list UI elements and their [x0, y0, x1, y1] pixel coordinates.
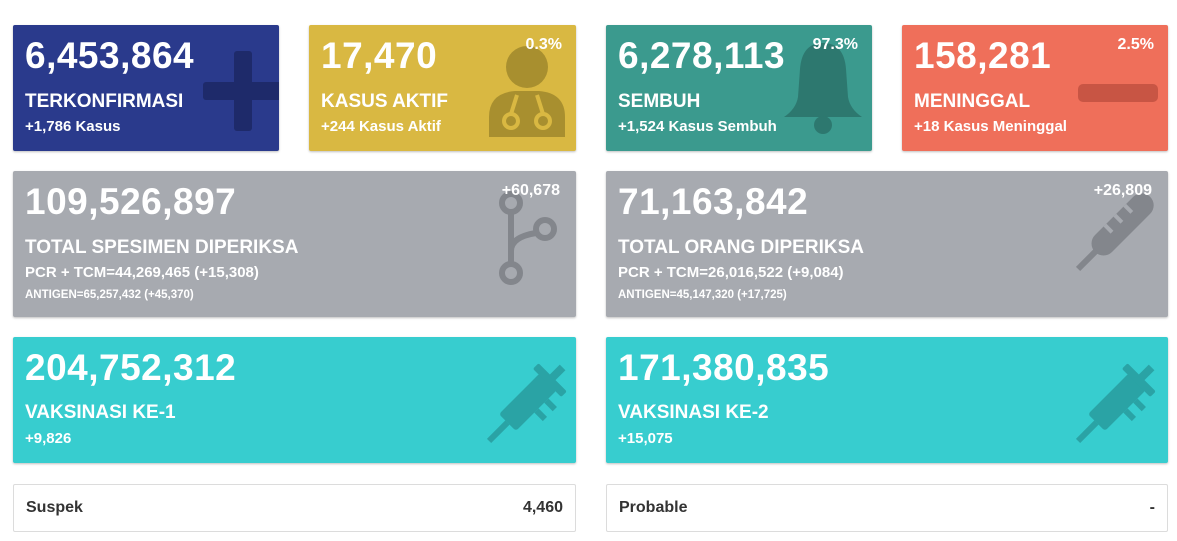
- recovered-percent: 97.3%: [812, 36, 858, 53]
- suspek-row: Suspek 4,460: [13, 484, 576, 532]
- plus-icon: [203, 51, 279, 131]
- died-delta: +18 Kasus Meninggal: [914, 118, 1067, 135]
- died-label: MENINGGAL: [914, 91, 1031, 112]
- active-label: KASUS AKTIF: [321, 91, 449, 112]
- vaccine1-card: 204,752,312 VAKSINASI KE-1 +9,826: [13, 337, 576, 463]
- recovered-label: SEMBUH: [618, 91, 701, 112]
- vaccine1-delta: +9,826: [25, 430, 72, 447]
- bell-icon: [784, 43, 862, 134]
- people-antigen: ANTIGEN=45,147,320 (+17,725): [618, 289, 787, 301]
- recovered-value: 6,278,113: [618, 35, 786, 76]
- doctor-icon: [489, 46, 565, 137]
- specimens-value: 109,526,897: [25, 181, 237, 222]
- syringe-icon: [486, 363, 567, 444]
- people-card: 71,163,842 +26,809 TOTAL ORANG DIPERIKSA…: [606, 171, 1168, 317]
- active-value: 17,470: [321, 35, 438, 76]
- probable-label: Probable: [619, 499, 688, 516]
- people-pcr: PCR + TCM=26,016,522 (+9,084): [618, 264, 844, 281]
- active-percent: 0.3%: [525, 36, 562, 53]
- specimens-antigen: ANTIGEN=65,257,432 (+45,370): [25, 289, 194, 301]
- people-delta: +26,809: [1093, 182, 1152, 199]
- thermometer-icon: [1075, 193, 1154, 272]
- specimens-label: TOTAL SPESIMEN DIPERIKSA: [25, 237, 299, 258]
- died-value: 158,281: [914, 35, 1052, 76]
- specimens-card: 109,526,897 +60,678 TOTAL SPESIMEN DIPER…: [13, 171, 576, 317]
- probable-value: -: [1149, 499, 1155, 516]
- active-delta: +244 Kasus Aktif: [321, 118, 441, 135]
- probable-row: Probable -: [606, 484, 1168, 532]
- vaccine2-label: VAKSINASI KE-2: [618, 402, 769, 423]
- died-card: 158,281 2.5% MENINGGAL +18 Kasus Meningg…: [902, 25, 1168, 151]
- suspek-value: 4,460: [522, 499, 563, 516]
- confirmed-card: 6,453,864 TERKONFIRMASI +1,786 Kasus: [13, 25, 279, 151]
- people-label: TOTAL ORANG DIPERIKSA: [618, 237, 864, 258]
- specimens-delta: +60,678: [501, 182, 560, 199]
- recovered-card: 6,278,113 97.3% SEMBUH +1,524 Kasus Semb…: [606, 25, 872, 151]
- confirmed-value: 6,453,864: [25, 35, 195, 76]
- vaccine2-card: 171,380,835 VAKSINASI KE-2 +15,075: [606, 337, 1168, 463]
- lab-branch-icon: [499, 191, 557, 285]
- confirmed-delta: +1,786 Kasus: [25, 118, 121, 135]
- syringe-icon: [1075, 363, 1156, 444]
- active-card: 17,470 0.3% KASUS AKTIF +244 Kasus Aktif: [309, 25, 576, 151]
- vaccine2-value: 171,380,835: [618, 347, 830, 388]
- people-value: 71,163,842: [618, 181, 809, 222]
- vaccine2-delta: +15,075: [618, 430, 673, 447]
- died-percent: 2.5%: [1117, 36, 1154, 53]
- recovered-delta: +1,524 Kasus Sembuh: [618, 118, 777, 135]
- vaccine1-label: VAKSINASI KE-1: [25, 402, 176, 423]
- specimens-pcr: PCR + TCM=44,269,465 (+15,308): [25, 264, 259, 281]
- confirmed-label: TERKONFIRMASI: [25, 91, 184, 112]
- vaccine1-value: 204,752,312: [25, 347, 237, 388]
- suspek-label: Suspek: [26, 499, 83, 516]
- minus-icon: [1078, 84, 1158, 102]
